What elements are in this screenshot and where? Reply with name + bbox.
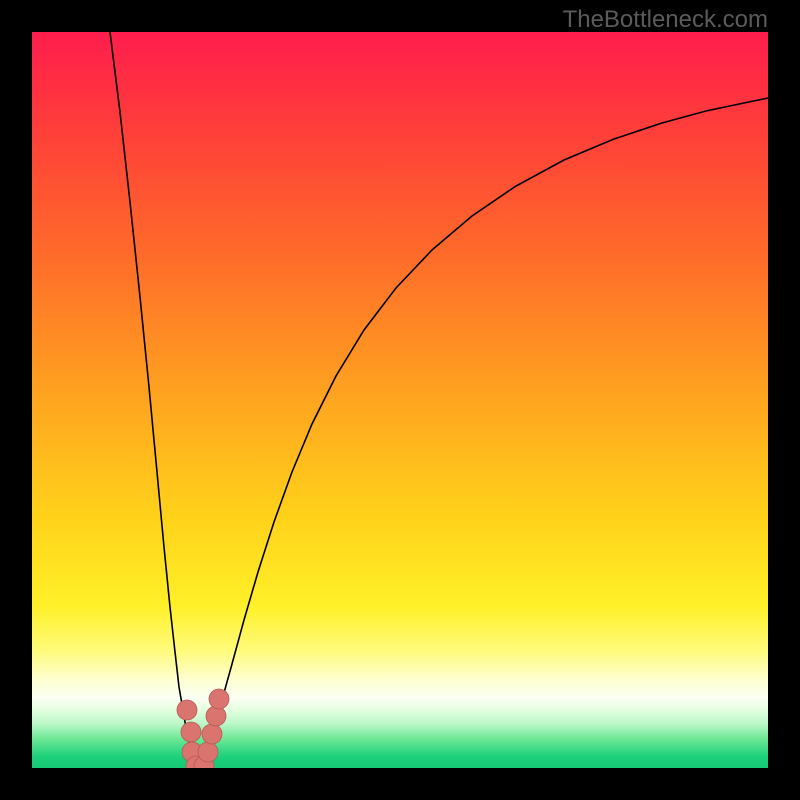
data-marker (206, 706, 226, 726)
data-marker (181, 722, 201, 742)
watermark-text: TheBottleneck.com (563, 6, 768, 34)
data-marker (198, 742, 218, 762)
chart-svg (0, 0, 800, 800)
data-marker (209, 689, 229, 709)
data-marker (202, 724, 222, 744)
plot-background (32, 32, 768, 768)
chart-container: TheBottleneck.com (0, 0, 800, 800)
data-marker (177, 700, 197, 720)
